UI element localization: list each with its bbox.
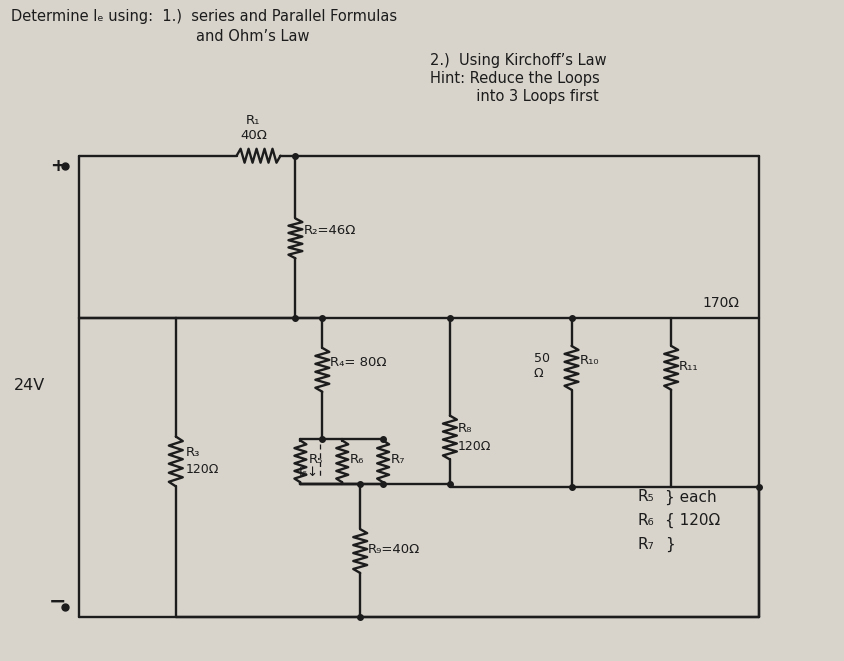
Text: R₂=46Ω: R₂=46Ω [303,225,356,237]
Text: R₇: R₇ [391,453,406,467]
Text: 50
Ω: 50 Ω [533,352,549,380]
Text: 2.)  Using Kirchoff’s Law: 2.) Using Kirchoff’s Law [430,53,607,68]
Text: } each: } each [665,489,717,504]
Text: and Ohm’s Law: and Ohm’s Law [11,29,310,44]
Text: 40Ω: 40Ω [241,129,267,142]
Text: 120Ω: 120Ω [458,440,491,453]
Text: Determine Iₑ using:  1.)  series and Parallel Formulas: Determine Iₑ using: 1.) series and Paral… [11,9,398,24]
Text: R₁: R₁ [246,114,260,127]
Text: R₅: R₅ [637,489,654,504]
Text: R₆: R₆ [350,453,365,467]
Text: R₇: R₇ [637,537,654,552]
Text: 24V: 24V [14,378,45,393]
Text: 120Ω: 120Ω [186,463,219,477]
Text: R₄= 80Ω: R₄= 80Ω [330,356,387,369]
Text: R₁₁: R₁₁ [679,360,699,373]
Text: +: + [50,157,65,175]
Text: −: − [48,592,66,612]
Text: R₁₀: R₁₀ [580,354,599,367]
Text: R₅: R₅ [308,453,322,467]
Text: into 3 Loops first: into 3 Loops first [430,89,598,104]
Text: R₃: R₃ [186,446,200,459]
Text: }: } [665,537,675,553]
Text: 170Ω: 170Ω [702,296,739,310]
Text: I₆↓: I₆↓ [298,467,318,479]
Text: Hint: Reduce the Loops: Hint: Reduce the Loops [430,71,600,86]
Text: R₉=40Ω: R₉=40Ω [368,543,420,556]
Text: R₆: R₆ [637,513,654,528]
Text: { 120Ω: { 120Ω [665,513,721,528]
Text: R₈: R₈ [458,422,473,435]
